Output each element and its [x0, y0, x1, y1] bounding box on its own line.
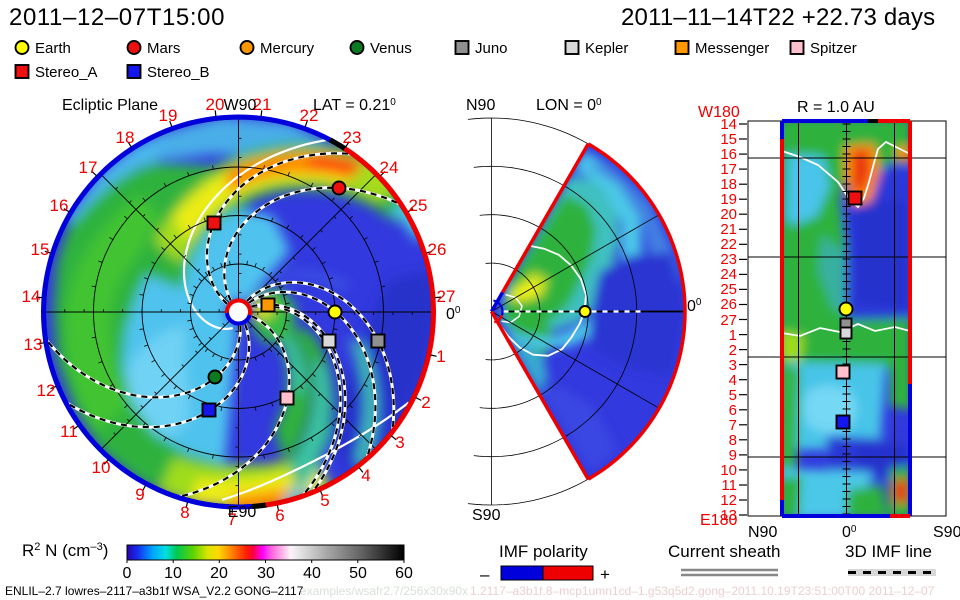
- svg-text:3D IMF line: 3D IMF line: [845, 542, 932, 561]
- svg-text:Current sheath: Current sheath: [668, 542, 780, 561]
- svg-text:17: 17: [79, 158, 98, 177]
- svg-text:30: 30: [257, 565, 275, 582]
- svg-text:Messenger: Messenger: [695, 40, 769, 57]
- svg-text:Spitzer: Spitzer: [810, 40, 857, 57]
- svg-text:N90: N90: [466, 97, 495, 114]
- svg-text:Ecliptic Plane: Ecliptic Plane: [62, 97, 158, 114]
- svg-text:S90: S90: [933, 524, 960, 541]
- svg-text:N90: N90: [748, 524, 777, 541]
- svg-text:20: 20: [206, 95, 225, 114]
- svg-text:R2 N (cm–3): R2 N (cm–3): [22, 541, 108, 560]
- svg-text:16: 16: [50, 196, 69, 215]
- svg-text:26: 26: [720, 296, 737, 313]
- svg-text:Stereo_A: Stereo_A: [35, 64, 98, 81]
- svg-text:2: 2: [421, 393, 430, 412]
- svg-text:LAT = 0.210: LAT = 0.210: [313, 97, 396, 114]
- svg-text:Kepler: Kepler: [585, 40, 628, 57]
- svg-text:21: 21: [720, 221, 737, 238]
- svg-text:7: 7: [227, 510, 236, 529]
- svg-text:Venus: Venus: [370, 40, 412, 57]
- svg-text:1: 1: [729, 327, 737, 344]
- svg-text:10: 10: [720, 462, 737, 479]
- svg-text:2011–12–07T15:00: 2011–12–07T15:00: [9, 4, 225, 31]
- svg-text:6: 6: [729, 402, 737, 419]
- svg-text:13: 13: [24, 335, 43, 354]
- svg-text:16: 16: [720, 146, 737, 163]
- svg-text:Mercury: Mercury: [260, 40, 315, 57]
- svg-text:21: 21: [253, 95, 272, 114]
- svg-text:4: 4: [361, 466, 370, 485]
- svg-text:3: 3: [395, 433, 404, 452]
- svg-text:12: 12: [37, 381, 56, 400]
- svg-text:19: 19: [720, 191, 737, 208]
- svg-text:12: 12: [720, 492, 737, 509]
- svg-text:2011–11–14T22 +22.73 days: 2011–11–14T22 +22.73 days: [621, 4, 935, 31]
- svg-text:25: 25: [720, 281, 737, 298]
- svg-text:E180: E180: [700, 512, 737, 529]
- svg-text:4: 4: [729, 372, 737, 389]
- svg-text:11: 11: [60, 422, 78, 441]
- svg-text:Stereo_B: Stereo_B: [147, 64, 210, 81]
- svg-text:14: 14: [720, 116, 737, 133]
- svg-text:3: 3: [729, 357, 737, 374]
- svg-text:E90: E90: [228, 504, 257, 521]
- svg-text:23: 23: [343, 128, 362, 147]
- svg-text:Juno: Juno: [475, 40, 508, 57]
- svg-text:23: 23: [720, 251, 737, 268]
- svg-text:24: 24: [720, 266, 737, 283]
- svg-text:IMF polarity: IMF polarity: [499, 542, 588, 561]
- svg-text:14: 14: [22, 287, 41, 306]
- svg-text:7: 7: [729, 417, 737, 434]
- svg-text:10: 10: [164, 565, 182, 582]
- svg-text:0: 0: [123, 565, 132, 582]
- svg-text:27: 27: [437, 287, 456, 306]
- svg-text:15: 15: [720, 131, 737, 148]
- svg-text:W90: W90: [224, 97, 257, 114]
- svg-text:5: 5: [320, 491, 329, 510]
- svg-text:8: 8: [729, 432, 737, 449]
- svg-text:20: 20: [720, 206, 737, 223]
- svg-text:examples/wsafr2.7/256x30x90x: examples/wsafr2.7/256x30x90x: [300, 584, 468, 598]
- svg-text:18: 18: [720, 176, 737, 193]
- svg-text:19: 19: [159, 106, 178, 125]
- svg-text:11: 11: [721, 477, 737, 494]
- svg-text:R = 1.0 AU: R = 1.0 AU: [797, 99, 875, 116]
- svg-text:22: 22: [300, 106, 319, 125]
- svg-text:–: –: [480, 565, 490, 584]
- svg-text:9: 9: [135, 485, 144, 504]
- svg-text:27: 27: [720, 312, 737, 329]
- svg-text:26: 26: [428, 240, 447, 259]
- svg-text:40: 40: [303, 565, 321, 582]
- svg-text:1.2117–a3b1f.8–mcp1umn1cd–1.g5: 1.2117–a3b1f.8–mcp1umn1cd–1.g53q5d2.gong…: [470, 584, 935, 598]
- svg-text:9: 9: [729, 447, 737, 464]
- svg-text:10: 10: [92, 458, 111, 477]
- svg-text:8: 8: [180, 503, 189, 522]
- svg-text:2: 2: [729, 342, 737, 359]
- svg-text:17: 17: [720, 161, 737, 178]
- svg-text:50: 50: [349, 565, 367, 582]
- svg-text:Mars: Mars: [147, 40, 180, 57]
- svg-text:22: 22: [720, 236, 737, 253]
- svg-text:6: 6: [275, 506, 284, 525]
- svg-text:15: 15: [31, 240, 50, 259]
- svg-text:+: +: [600, 565, 610, 584]
- svg-text:W180: W180: [698, 104, 740, 121]
- svg-text:25: 25: [409, 196, 428, 215]
- svg-text:LON = 00: LON = 00: [536, 97, 602, 114]
- svg-text:S90: S90: [472, 507, 501, 524]
- svg-text:ENLIL–2.7 lowres–2117–a3b1f: ENLIL–2.7 lowres–2117–a3b1f WSA_V2.2 GON…: [5, 584, 304, 598]
- svg-text:60: 60: [395, 565, 413, 582]
- svg-text:13: 13: [720, 507, 737, 524]
- svg-text:Earth: Earth: [35, 40, 71, 57]
- svg-text:24: 24: [380, 158, 399, 177]
- svg-text:5: 5: [729, 387, 737, 404]
- svg-text:1: 1: [436, 347, 445, 366]
- svg-text:18: 18: [116, 128, 135, 147]
- svg-text:20: 20: [210, 565, 228, 582]
